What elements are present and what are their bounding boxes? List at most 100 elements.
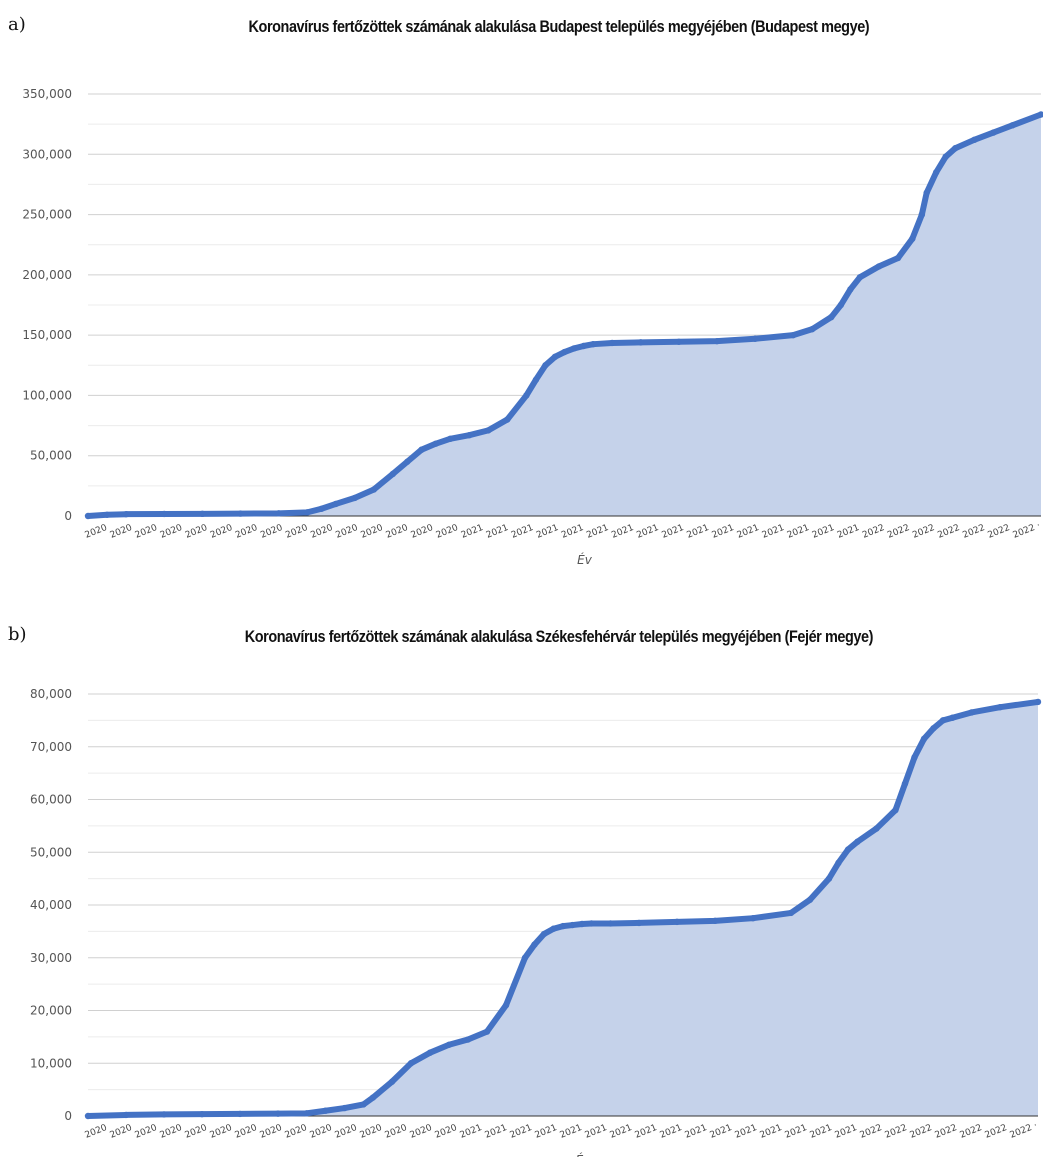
- x-tick-label: 2021: [734, 1123, 759, 1141]
- x-tick-label: 2021: [784, 1123, 809, 1141]
- data-point: [1009, 122, 1016, 129]
- y-tick-label: 0: [64, 1109, 72, 1123]
- data-point: [485, 427, 492, 434]
- x-tick-label: 2021: [510, 523, 535, 541]
- x-tick-label: 2021: [660, 523, 685, 541]
- x-tick-label: 2020: [209, 1123, 234, 1141]
- x-tick-label: 2021: [786, 523, 811, 541]
- x-tick-label: 2021: [811, 523, 836, 541]
- data-point: [122, 510, 130, 518]
- area-fill: [88, 701, 1038, 1116]
- data-point: [578, 920, 586, 928]
- data-point: [532, 376, 540, 383]
- x-tick-label: 2021: [709, 1123, 734, 1141]
- data-point: [303, 1110, 310, 1117]
- data-point: [920, 735, 928, 743]
- chart-panel-a: a) Koronavírus fertőzöttek számának alak…: [0, 0, 1043, 575]
- x-tick-label: 2020: [134, 1123, 159, 1141]
- x-tick-label: 2020: [159, 1123, 184, 1141]
- chart-title: Koronavírus fertőzöttek számának alakulá…: [248, 17, 870, 36]
- x-tick-label: 2021: [659, 1123, 684, 1141]
- data-point: [236, 1110, 244, 1118]
- x-tick-label: 2022: [986, 523, 1011, 541]
- x-tick-label: 2020: [434, 1123, 459, 1141]
- data-point: [523, 392, 530, 399]
- area-fill: [88, 114, 1041, 517]
- data-point: [1034, 698, 1042, 706]
- x-tick-label: 2021: [509, 1123, 534, 1141]
- data-point: [949, 714, 956, 721]
- data-point: [84, 1112, 92, 1120]
- x-tick-label: 2021: [535, 523, 560, 541]
- data-point: [370, 486, 378, 493]
- data-point: [588, 920, 595, 927]
- x-tick-label: 2020: [234, 1123, 259, 1141]
- data-point: [559, 922, 567, 930]
- data-point: [464, 1036, 472, 1043]
- data-point: [274, 1110, 282, 1117]
- x-tick-label: 2021: [711, 523, 736, 541]
- data-point: [835, 859, 842, 866]
- x-tick-label: 2021: [485, 523, 510, 541]
- data-point: [445, 1041, 453, 1048]
- x-tick-label: 2021: [584, 1123, 609, 1141]
- y-tick-label: 350,000: [22, 87, 72, 101]
- data-point: [894, 254, 902, 262]
- x-tick-label: 2020: [410, 523, 435, 541]
- data-point: [713, 337, 721, 345]
- y-tick-label: 70,000: [30, 740, 72, 754]
- x-tick-label: 2020: [84, 1123, 109, 1141]
- y-tick-label: 40,000: [30, 898, 72, 912]
- data-point: [275, 510, 282, 517]
- x-tick-label: 2021: [684, 1123, 709, 1141]
- data-point: [237, 510, 244, 517]
- y-tick-label: 200,000: [22, 268, 72, 282]
- x-tick-label: 2020: [409, 1123, 434, 1141]
- data-point: [351, 494, 359, 502]
- data-point: [322, 1107, 329, 1114]
- data-point: [542, 362, 549, 369]
- data-point: [809, 325, 816, 333]
- data-point: [504, 416, 511, 423]
- data-point: [844, 846, 852, 853]
- x-tick-label: 2020: [359, 1123, 384, 1141]
- y-tick-label: 10,000: [30, 1056, 72, 1070]
- data-point: [911, 754, 918, 761]
- data-point: [483, 1028, 491, 1035]
- x-tick-label: 2020: [384, 1123, 409, 1141]
- data-point: [551, 353, 559, 361]
- data-point: [635, 919, 643, 927]
- data-point: [856, 274, 864, 281]
- x-tick-label: 2021: [559, 1123, 584, 1141]
- data-point: [550, 925, 557, 932]
- data-point: [161, 510, 168, 518]
- data-point: [952, 145, 959, 152]
- y-tick-label: 20,000: [30, 1004, 72, 1018]
- x-tick-label: 2021: [836, 523, 861, 541]
- y-tick-label: 0: [64, 509, 72, 523]
- data-point: [751, 335, 759, 342]
- x-tick-label: 2021: [484, 1123, 509, 1141]
- y-tick-label: 60,000: [30, 793, 72, 807]
- data-point: [570, 345, 578, 352]
- x-tick-label: 2022: [911, 523, 936, 541]
- x-tick-label: 2020: [159, 523, 184, 541]
- x-tick-label: 2022: [886, 523, 911, 541]
- chart-svg: 0 10,000 20,000 30,000 40,000 50,000 60,000 70,…: [30, 687, 1042, 1157]
- data-point: [875, 263, 883, 270]
- data-point: [426, 1049, 434, 1056]
- y-tick-label: 50,000: [30, 845, 72, 859]
- x-tick-label: 2021: [585, 523, 610, 541]
- data-point: [873, 825, 880, 832]
- data-point: [825, 875, 833, 882]
- data-point: [854, 838, 861, 845]
- data-point: [892, 806, 899, 814]
- x-tick-label: 2021: [460, 523, 485, 541]
- data-point: [103, 511, 111, 518]
- y-tick-label: 250,000: [22, 208, 72, 222]
- data-point: [589, 340, 597, 348]
- x-tick-label: 2020: [334, 1123, 359, 1141]
- data-point: [939, 717, 947, 724]
- data-point: [388, 1078, 396, 1085]
- data-point: [561, 348, 568, 356]
